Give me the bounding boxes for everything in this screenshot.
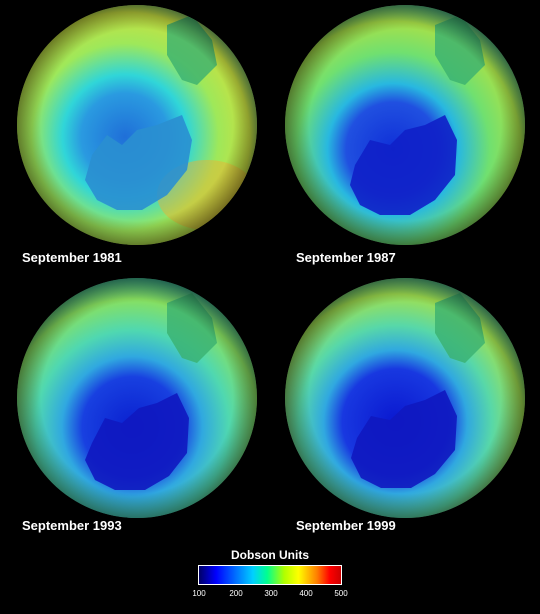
legend-title: Dobson Units — [231, 548, 309, 562]
globe-image-1999 — [285, 278, 525, 518]
caption-1987: September 1987 — [296, 250, 396, 265]
legend-tick-300: 300 — [264, 589, 278, 598]
caption-1993: September 1993 — [22, 518, 122, 533]
legend-color-bar — [198, 565, 342, 585]
globe-image-1987 — [285, 5, 525, 245]
legend-tick-500: 500 — [334, 589, 348, 598]
color-legend: Dobson Units 100 200 300 400 500 — [192, 548, 348, 608]
legend-tick-200: 200 — [229, 589, 243, 598]
globe-image-1981 — [17, 5, 257, 245]
legend-tick-100: 100 — [192, 589, 206, 598]
globe-image-1993 — [17, 278, 257, 518]
caption-1981: September 1981 — [22, 250, 122, 265]
legend-tick-400: 400 — [299, 589, 313, 598]
caption-1999: September 1999 — [296, 518, 396, 533]
